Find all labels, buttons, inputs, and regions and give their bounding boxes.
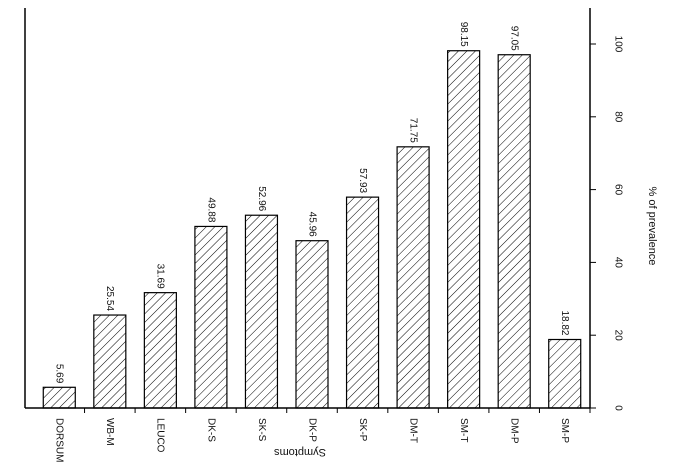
value-label: 98.15 xyxy=(458,22,469,47)
y-tick-label: 80 xyxy=(612,111,623,123)
y-axis-title: % of prevalence xyxy=(646,187,658,266)
y-tick-label: 0 xyxy=(612,405,623,411)
value-label: 71.75 xyxy=(407,118,418,143)
bar xyxy=(143,292,177,409)
value-label: 49.88 xyxy=(205,197,216,222)
x-tick-label: DK-S xyxy=(205,418,216,442)
x-tick-label: DM-T xyxy=(407,418,418,443)
x-tick-label: WB-M xyxy=(104,418,115,446)
x-tick-label: DM-P xyxy=(509,418,520,444)
y-tick-label: 40 xyxy=(612,257,623,269)
value-label: 45.96 xyxy=(306,212,317,237)
value-label: 31.69 xyxy=(155,264,166,289)
value-label: 25.54 xyxy=(104,286,115,311)
bar xyxy=(194,225,228,409)
x-tick-label: SK-S xyxy=(256,418,267,442)
value-label: 52.96 xyxy=(256,186,267,211)
y-tick-label: 60 xyxy=(612,184,623,196)
bar xyxy=(345,196,380,409)
bar xyxy=(244,214,279,409)
value-label: 97.05 xyxy=(509,26,520,51)
x-tick-label: DK-P xyxy=(306,418,317,442)
bar xyxy=(497,54,531,409)
x-tick-label: SM-P xyxy=(559,418,570,443)
bar xyxy=(548,338,582,409)
value-label: 18.82 xyxy=(559,310,570,335)
y-tick-label: 100 xyxy=(612,36,623,53)
x-tick-label: SK-P xyxy=(357,418,368,442)
value-label: 57.93 xyxy=(357,168,368,193)
y-tick-label: 20 xyxy=(612,330,623,342)
bar xyxy=(42,386,76,409)
x-tick-label: LEUCO xyxy=(155,418,166,453)
x-axis-title: Symptoms xyxy=(274,446,326,458)
bar xyxy=(93,314,127,409)
bar xyxy=(396,146,430,409)
x-tick-label: DORSUM xyxy=(54,418,65,462)
bar xyxy=(295,240,329,409)
bar xyxy=(447,50,481,409)
value-label: 5.69 xyxy=(54,364,65,384)
x-tick-label: SM-T xyxy=(458,418,469,442)
